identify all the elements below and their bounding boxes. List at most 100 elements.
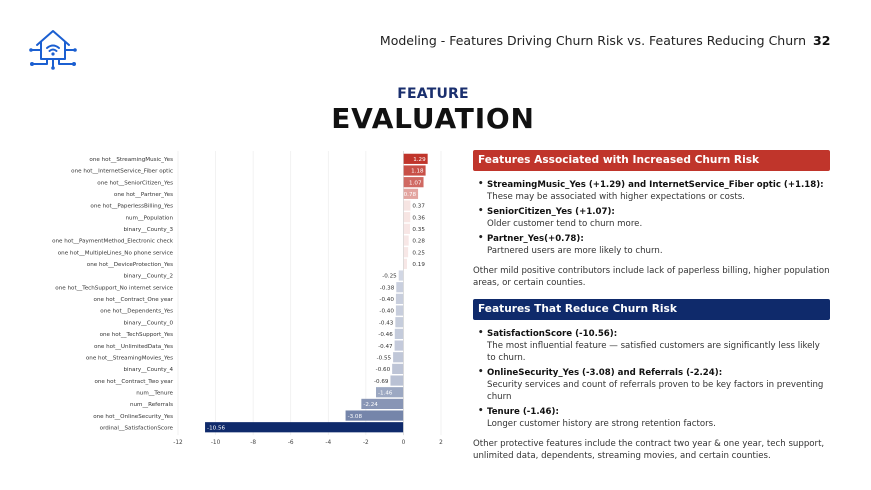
x-tick-label: 2 [439, 440, 443, 446]
reduce-risk-list: SatisfactionScore (-10.56): The most inf… [473, 328, 830, 430]
list-item: Partner_Yes(+0.78): Partnered users are … [473, 233, 830, 257]
list-item: OnlineSecurity_Yes (-3.08) and Referrals… [473, 367, 830, 403]
category-label: one hot__InternetService_Fiber optic [71, 169, 173, 175]
bar [403, 200, 411, 211]
page-number: 32 [813, 33, 831, 48]
bar [403, 177, 424, 188]
category-label: num__Tenure [136, 390, 173, 396]
x-tick-label: -8 [250, 440, 256, 446]
category-label: one hot__Contract_One year [94, 297, 174, 303]
list-item: Tenure (-1.46): Longer customer history … [473, 406, 830, 430]
smart-home-network-icon [29, 30, 77, 70]
category-label: one hot__PaymentMethod_Electronic check [52, 239, 174, 245]
category-label: one hot__Partner_Yes [114, 192, 173, 198]
bar [392, 363, 404, 374]
bar-value-label: -0.43 [379, 320, 394, 326]
bar-value-label: -0.40 [379, 297, 394, 303]
bar [395, 305, 404, 316]
bar [393, 352, 404, 363]
bar-value-label: 1.18 [411, 169, 424, 175]
x-tick-label: -2 [363, 440, 369, 446]
bar [376, 387, 404, 398]
bar [395, 293, 404, 304]
bar [395, 317, 404, 328]
category-label: one hot__MultipleLines_No phone service [58, 250, 174, 256]
bar-value-label: -1.46 [378, 390, 393, 396]
category-label: one hot__SeniorCitizen_Yes [97, 180, 173, 186]
bar [205, 422, 404, 433]
bar-value-label: -0.55 [377, 355, 392, 361]
category-label: one hot__TechSupport_Yes [100, 332, 173, 338]
list-item-text: The most influential feature — satisfied… [487, 341, 820, 363]
bar-value-label: 0.35 [412, 227, 425, 233]
bar-value-label: -2.24 [363, 402, 378, 408]
bar [345, 410, 404, 421]
bar-value-label: -0.69 [374, 379, 389, 385]
increased-risk-list: StreamingMusic_Yes (+1.29) and InternetS… [473, 179, 830, 257]
category-label: binary__County_3 [123, 227, 173, 233]
category-label: one hot__Dependents_Yes [100, 309, 173, 315]
bar-value-label: -0.25 [382, 274, 397, 280]
list-item-heading: SeniorCitizen_Yes (+1.07): [487, 207, 615, 217]
bar-value-label: -0.47 [378, 344, 393, 350]
list-item-text: Partnered users are more likely to churn… [487, 246, 663, 256]
list-item-heading: Tenure (-1.46): [487, 407, 559, 417]
bar-value-label: -10.56 [207, 425, 225, 431]
feature-coefficient-bar-chart: one hot__StreamingMusic_Yes 1.29 one hot__… [52, 151, 443, 446]
list-item: SeniorCitizen_Yes (+1.07): Older custome… [473, 206, 830, 230]
bar [403, 212, 411, 223]
bar-value-label: 0.25 [412, 250, 425, 256]
category-label: one hot__OnlineSecurity_Yes [93, 414, 173, 420]
list-item-heading: StreamingMusic_Yes (+1.29) and InternetS… [487, 180, 824, 190]
bar [403, 235, 409, 246]
bar-value-label: 0.28 [412, 239, 425, 245]
bar [403, 258, 407, 269]
bar [394, 328, 404, 339]
category-label: one hot__Contract_Two year [94, 379, 173, 385]
bar [403, 165, 426, 176]
category-label: one hot__UnlimitedData_Yes [94, 344, 173, 350]
bar [398, 270, 404, 281]
category-label: ordinal__SatisfactionScore [100, 425, 174, 431]
x-tick-label: -10 [211, 440, 221, 446]
bar [403, 223, 411, 234]
category-label: one hot__StreamingMovies_Yes [86, 355, 173, 361]
bar-value-label: 0.19 [412, 262, 425, 268]
bar-value-label: 1.29 [413, 157, 426, 163]
increased-risk-banner: Features Associated with Increased Churn… [473, 150, 830, 171]
list-item: StreamingMusic_Yes (+1.29) and InternetS… [473, 179, 830, 203]
category-label: num__Referrals [130, 402, 173, 408]
reduce-risk-banner: Features That Reduce Churn Risk [473, 299, 830, 320]
list-item-text: Longer customer history are strong reten… [487, 419, 716, 429]
slide-title: EVALUATION [331, 102, 535, 135]
bar-value-label: 0.37 [412, 204, 425, 210]
x-tick-label: -6 [288, 440, 294, 446]
bar-value-label: -3.08 [348, 414, 363, 420]
list-item-heading: OnlineSecurity_Yes (-3.08) and Referrals… [487, 368, 723, 378]
list-item-text: These may be associated with higher expe… [487, 192, 745, 202]
bar-value-label: 0.36 [412, 215, 425, 221]
slide-subtitle: FEATURE [397, 86, 469, 102]
bar-value-label: 1.07 [409, 180, 422, 186]
category-label: binary__County_0 [123, 320, 173, 326]
category-label: one hot__TechSupport_No internet service [55, 285, 173, 291]
category-label: one hot__DeviceProtection_Yes [87, 262, 173, 268]
reduce-risk-note: Other protective features include the co… [473, 439, 825, 461]
bar-value-label: -0.38 [380, 285, 395, 291]
list-item-heading: Partner_Yes(+0.78): [487, 234, 584, 244]
explanation-panel: Features Associated with Increased Churn… [473, 150, 830, 462]
bar [403, 247, 409, 258]
list-item: SatisfactionScore (-10.56): The most inf… [473, 328, 830, 364]
bar [396, 282, 404, 293]
bar [403, 188, 419, 199]
bar [390, 375, 404, 386]
list-item-text: Security services and count of referrals… [487, 380, 824, 402]
bar-value-label: -0.60 [376, 367, 391, 373]
bar-value-label: 0.78 [404, 192, 417, 198]
bar [403, 153, 428, 164]
increased-risk-note: Other mild positive contributors include… [473, 266, 830, 288]
category-label: num__Population [125, 215, 173, 221]
x-tick-label: 0 [402, 440, 406, 446]
list-item-text: Older customer tend to churn more. [487, 219, 643, 229]
bar-value-label: -0.46 [378, 332, 393, 338]
